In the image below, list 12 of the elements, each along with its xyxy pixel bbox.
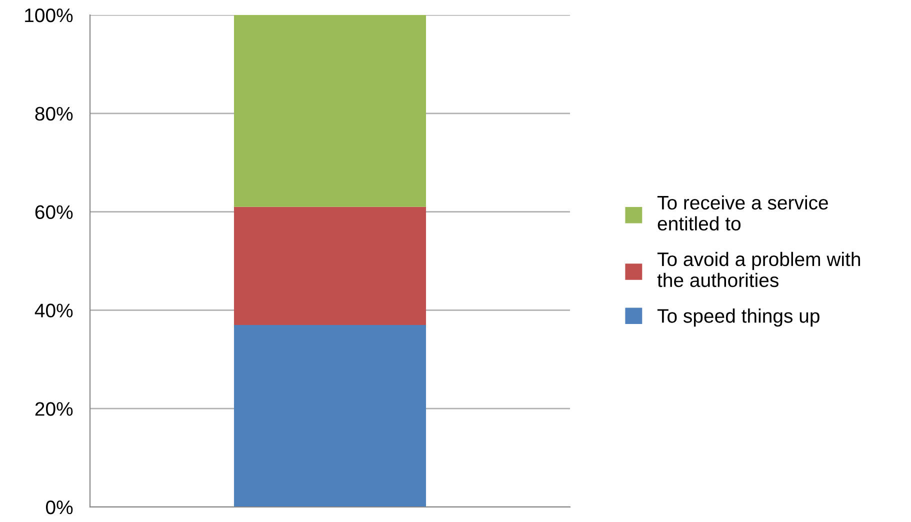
y-tick-label: 80%	[35, 106, 73, 121]
legend-label: To speed things up	[657, 308, 820, 327]
legend-label: To receive a service entitled to	[657, 195, 828, 231]
bar	[234, 206, 426, 325]
y-tick-label: 60%	[35, 205, 73, 220]
y-tick-label: 20%	[35, 402, 73, 416]
y-tick-label: 100%	[25, 8, 73, 22]
y-tick-label: 0%	[46, 500, 73, 514]
bar	[234, 15, 426, 207]
y-tick-label: 40%	[34, 304, 73, 318]
bar	[234, 324, 426, 507]
legend-label: To avoid a problem with the authorities	[657, 252, 860, 288]
